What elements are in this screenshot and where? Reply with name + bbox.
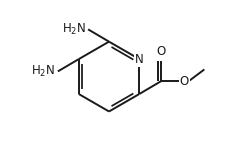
Text: H$_2$N: H$_2$N	[62, 22, 86, 37]
Text: N: N	[135, 53, 144, 66]
Text: O: O	[156, 45, 166, 58]
Text: H$_2$N: H$_2$N	[31, 64, 55, 79]
Text: O: O	[180, 75, 189, 88]
